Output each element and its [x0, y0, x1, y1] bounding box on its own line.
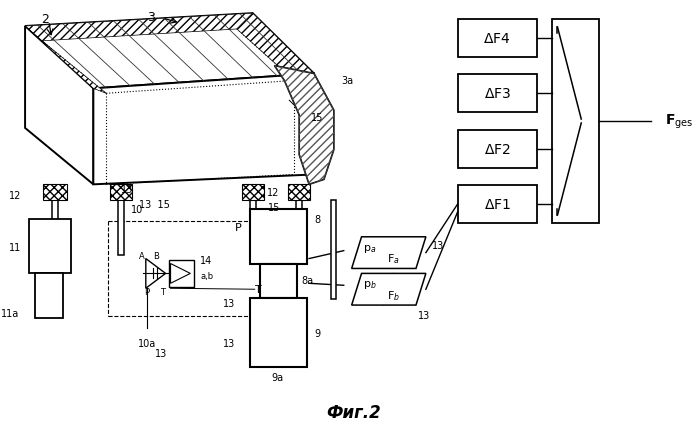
Bar: [458, 131, 537, 168]
Text: P: P: [235, 222, 241, 232]
Text: 11: 11: [9, 242, 21, 252]
Text: 8a: 8a: [301, 276, 314, 286]
Text: 11a: 11a: [1, 308, 19, 318]
Text: F$_b$: F$_b$: [387, 289, 400, 302]
Polygon shape: [25, 14, 314, 89]
Text: 3: 3: [147, 10, 155, 23]
Polygon shape: [237, 14, 314, 81]
Bar: [250, 299, 307, 368]
Text: $\Delta$F2: $\Delta$F2: [484, 142, 510, 156]
Text: 10a: 10a: [138, 338, 156, 348]
Bar: [458, 186, 537, 224]
Text: T: T: [160, 287, 165, 296]
Bar: [110, 185, 132, 201]
Text: 2: 2: [41, 13, 49, 26]
Text: T: T: [255, 285, 261, 295]
Polygon shape: [274, 66, 334, 185]
Bar: [118, 201, 124, 255]
Text: 10: 10: [131, 204, 144, 214]
Text: 9a: 9a: [272, 372, 284, 382]
Text: p$_a$: p$_a$: [363, 242, 376, 254]
Text: B: B: [153, 252, 159, 260]
Bar: [35, 274, 63, 318]
Polygon shape: [351, 274, 426, 306]
Text: $\Delta$F1: $\Delta$F1: [484, 197, 511, 212]
Polygon shape: [25, 27, 93, 185]
Bar: [552, 20, 599, 224]
Text: $\mathbf{F}_{\mathsf{ges}}$: $\mathbf{F}_{\mathsf{ges}}$: [666, 112, 694, 131]
Text: 13: 13: [223, 299, 235, 309]
Polygon shape: [146, 259, 166, 289]
Text: 13: 13: [155, 348, 167, 358]
Text: P: P: [144, 287, 149, 296]
Text: 15: 15: [311, 113, 323, 123]
Polygon shape: [351, 237, 426, 269]
Bar: [250, 210, 307, 264]
Text: 12: 12: [267, 188, 279, 198]
Bar: [296, 201, 302, 260]
Text: 15: 15: [268, 203, 281, 213]
Text: 13: 13: [432, 240, 444, 250]
Text: 8: 8: [314, 214, 320, 224]
Text: 14: 14: [200, 255, 213, 265]
Text: A: A: [139, 252, 145, 260]
Bar: [458, 20, 537, 58]
Text: $\Delta$F4: $\Delta$F4: [484, 32, 511, 46]
Bar: [260, 264, 298, 299]
Bar: [458, 76, 537, 113]
Bar: [250, 201, 255, 260]
Text: 13: 13: [223, 338, 235, 348]
Text: 13: 13: [418, 310, 430, 320]
Polygon shape: [171, 264, 190, 284]
Bar: [169, 260, 195, 288]
Text: 13: 13: [121, 185, 133, 195]
Polygon shape: [25, 27, 106, 94]
Text: $\Delta$F3: $\Delta$F3: [484, 87, 511, 101]
Text: F$_a$: F$_a$: [387, 252, 400, 266]
Text: Фиг.2: Фиг.2: [326, 403, 381, 421]
Text: 13  15: 13 15: [139, 200, 170, 210]
Polygon shape: [93, 74, 314, 185]
Bar: [43, 185, 66, 201]
Polygon shape: [25, 14, 253, 42]
Text: 12: 12: [8, 191, 21, 201]
Bar: [29, 220, 71, 274]
Text: 3a: 3a: [342, 76, 354, 86]
Bar: [331, 201, 336, 299]
Bar: [288, 185, 310, 201]
Bar: [241, 185, 264, 201]
Text: a,b: a,b: [200, 271, 214, 280]
Text: 9: 9: [314, 328, 320, 338]
Bar: [52, 201, 57, 260]
Text: p$_b$: p$_b$: [363, 279, 377, 291]
